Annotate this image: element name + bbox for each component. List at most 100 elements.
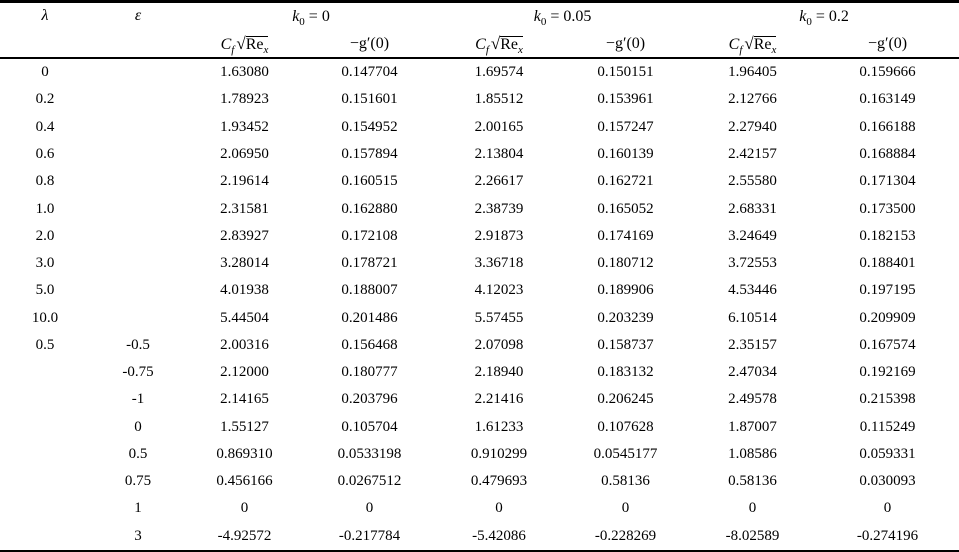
col-header-lambda: λ — [0, 1, 90, 59]
table-cell: 0.158737 — [597, 336, 654, 353]
table-cell: 0.178721 — [341, 255, 398, 272]
table-cell: 0.059331 — [859, 445, 916, 462]
group-header-k0-02: k0 = 0.2 — [689, 2, 959, 31]
table-cell — [0, 523, 90, 551]
table-row: 0.6 2.06950 0.157894 2.13804 0.160139 2.42157… — [0, 141, 959, 168]
table-cell — [0, 441, 90, 468]
table-cell: 2.06950 — [220, 145, 269, 162]
table-cell: 2.31581 — [220, 200, 269, 217]
table-cell: 1.93452 — [220, 118, 269, 135]
table-cell: 1.63080 — [220, 64, 269, 81]
table-cell: 0.157247 — [597, 118, 654, 135]
table-cell: 0.203239 — [597, 309, 654, 326]
table-cell: 0.209909 — [859, 309, 916, 326]
table-cell: 1.61233 — [474, 418, 524, 435]
table-cell: 0 — [495, 500, 503, 517]
table-cell: 0.159666 — [859, 64, 916, 81]
table-cell: 2.42157 — [728, 145, 777, 162]
table-cell: 0.75 — [124, 473, 152, 490]
table-row: 0 1.55127 0.105704 1.61233 0.107628 1.87007 0.… — [0, 414, 959, 441]
k0-value-02: = 0.2 — [811, 7, 849, 25]
table-cell: 0 — [621, 500, 630, 517]
table-row: 0 1.63080 0.147704 1.69574 0.150151 1.96405 0.… — [0, 58, 959, 86]
subheader-gprime-2: −g′(0) — [816, 30, 959, 59]
table-cell — [0, 386, 90, 413]
k-symbol: k — [533, 7, 541, 25]
table-cell: 0.0267512 — [337, 473, 402, 490]
table-cell — [90, 114, 186, 141]
sqrt-argument: Rex — [500, 35, 523, 56]
table-cell: 0.5 — [128, 445, 148, 462]
table-cell: 0.6 — [35, 145, 55, 162]
table-cell: 2.0 — [35, 227, 55, 244]
table-cell: 1.55127 — [220, 418, 269, 435]
cf-Re: Re — [500, 35, 518, 53]
table-cell — [90, 141, 186, 168]
table-cell: 0.456166 — [216, 473, 273, 490]
sqrt-radical: √ — [744, 33, 754, 53]
table-cell: 0.160139 — [597, 145, 654, 162]
table-cell: 1.78923 — [220, 91, 269, 108]
cf-C: C — [475, 35, 486, 53]
table-cell: 4.53446 — [728, 282, 777, 299]
table-cell: 2.47034 — [728, 364, 777, 381]
k0-value-005: = 0.05 — [546, 7, 592, 25]
k-subscript: 0 — [299, 15, 305, 28]
cf-Re: Re — [245, 35, 264, 53]
table-cell: 0.162721 — [597, 173, 654, 190]
table-row: 5.0 4.01938 0.188007 4.12023 0.189906 4.53446… — [0, 277, 959, 304]
table-cell: 0.157894 — [341, 145, 398, 162]
table-cell: 0.189906 — [597, 282, 654, 299]
table-cell: 0.163149 — [859, 91, 916, 108]
table-cell: 0.479693 — [470, 473, 528, 490]
table-cell: 2.26617 — [474, 173, 524, 190]
table-cell: 0.203796 — [341, 391, 398, 408]
cf-x: x — [518, 43, 523, 56]
table-cell: 4.01938 — [220, 282, 269, 299]
table-cell: 2.68331 — [728, 200, 777, 217]
table-cell: 0.147704 — [341, 64, 398, 81]
table-cell: 0.2 — [35, 91, 55, 108]
table-cell: 0.165052 — [597, 200, 654, 217]
sqrt-argument: Rex — [245, 35, 269, 55]
table-row: 0.5 -0.5 2.00316 0.156468 2.07098 0.158737 2.3… — [0, 332, 959, 359]
table-cell: 2.18940 — [474, 364, 524, 381]
table-cell: 0.166188 — [859, 118, 916, 135]
table-row: 0.2 1.78923 0.151601 1.85512 0.153961 2.12766… — [0, 86, 959, 113]
table-cell: 5.44504 — [220, 309, 269, 326]
table-cell: -0.217784 — [338, 527, 401, 544]
table-cell — [0, 495, 90, 522]
table-cell: 2.13804 — [474, 145, 524, 162]
table-cell: 0.153961 — [597, 91, 654, 108]
subheader-gprime-1: −g′(0) — [562, 30, 690, 59]
table-header: λ ε k0 = 0 k0 = 0.05 k0 = 0.2 Cf √Rex −g′… — [0, 1, 959, 59]
table-cell — [90, 250, 186, 277]
table-cell: 0 — [365, 500, 374, 517]
cf-f: f — [485, 43, 489, 56]
table-row: 1 0 0 0 0 0 0 — [0, 495, 959, 522]
subheader-gprime-0: −g′(0) — [303, 30, 437, 59]
cf-Re: Re — [753, 35, 772, 53]
table-cell: 2.00316 — [220, 336, 269, 353]
table-cell: 2.00165 — [474, 118, 524, 135]
table-cell: 2.19614 — [220, 173, 269, 190]
cf-C: C — [220, 35, 232, 53]
table-cell: 0.0545177 — [593, 445, 658, 462]
group-header-k0-0: k0 = 0 — [186, 2, 436, 31]
k-symbol: k — [799, 7, 807, 25]
table-cell: 5.57455 — [474, 309, 524, 326]
table-cell: 0 — [41, 64, 49, 81]
table-cell: -0.75 — [122, 364, 154, 381]
table-cell: 0.162880 — [341, 200, 398, 217]
table-row: 0.4 1.93452 0.154952 2.00165 0.157247 2.27940… — [0, 114, 959, 141]
table-cell: 2.12000 — [220, 364, 269, 381]
table-cell — [90, 223, 186, 250]
table-cell: 0.174169 — [597, 227, 654, 244]
table-cell: 3.24649 — [728, 227, 777, 244]
table-cell: 4.12023 — [474, 282, 524, 299]
table-cell: 3.72553 — [728, 255, 777, 272]
table-cell: -5.42086 — [472, 527, 526, 544]
table-cell: 0.156468 — [341, 336, 398, 353]
